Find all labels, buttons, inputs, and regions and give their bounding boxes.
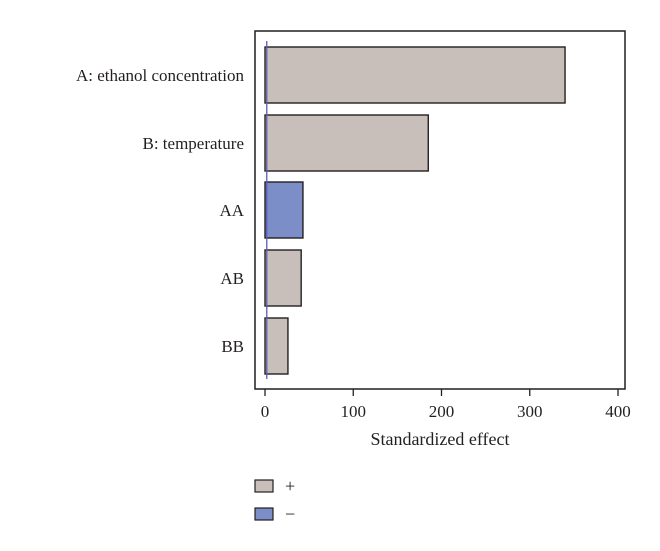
x-tick-label: 300: [517, 402, 543, 421]
category-labels: A: ethanol concentration B: temperature AA…: [76, 66, 245, 356]
category-label: B: temperature: [143, 134, 245, 153]
x-tick-label: 100: [341, 402, 367, 421]
category-label: AB: [220, 269, 244, 288]
bar: [264, 114, 429, 172]
x-axis-ticks: 0 100 200 300 400: [261, 389, 631, 421]
category-label: A: ethanol concentration: [76, 66, 245, 85]
legend-swatch: [254, 507, 274, 521]
x-tick-label: 0: [261, 402, 270, 421]
legend-label: +: [285, 476, 295, 496]
bar: [264, 249, 302, 307]
category-label: BB: [221, 337, 244, 356]
x-tick-label: 400: [605, 402, 631, 421]
legend-swatch: [254, 479, 274, 493]
bar: [264, 181, 304, 239]
bars-layer: [264, 46, 566, 375]
bar: [264, 46, 566, 104]
x-axis-title: Standardized effect: [370, 429, 509, 449]
legend: +−: [254, 476, 295, 524]
bar: [264, 317, 289, 375]
x-tick-label: 200: [429, 402, 455, 421]
plot-frame: [254, 30, 626, 390]
category-label: AA: [219, 201, 244, 220]
legend-label: −: [285, 504, 295, 524]
